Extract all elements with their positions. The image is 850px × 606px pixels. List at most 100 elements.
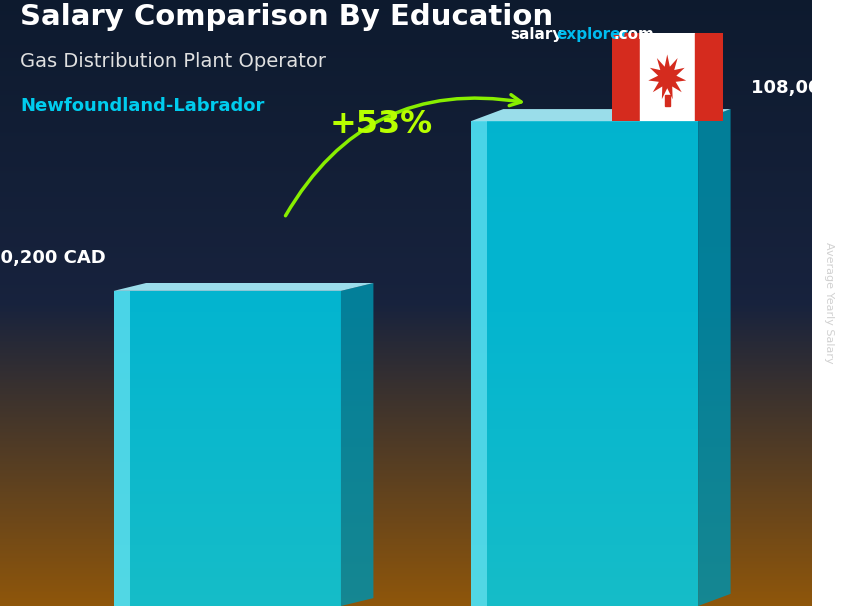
Bar [0,139,812,141]
Bar [0,230,812,232]
Bar [0,291,812,292]
Bar [0,50,812,52]
Bar [0,423,812,424]
Bar [0,383,812,385]
Bar [0,187,812,188]
Bar [0,9,812,11]
Bar [0,214,812,215]
Bar [0,583,812,585]
Bar [0,21,812,22]
Bar [0,418,812,419]
Bar [0,11,812,12]
Bar [0,267,812,268]
Bar [0,71,812,73]
Bar [0,373,812,375]
Bar [0,579,812,581]
Bar [0,594,812,595]
Bar [0,377,812,379]
Bar [0,321,812,322]
Bar [0,480,812,482]
Bar [0,97,812,98]
Bar [0,322,812,324]
Bar [0,420,812,421]
Bar [0,382,812,383]
Bar [0,124,812,126]
Bar [0,303,812,305]
Bar [0,96,812,97]
Bar [0,330,812,332]
Bar [0,64,812,65]
Bar [0,528,812,530]
Bar [0,411,812,412]
Bar [0,445,812,447]
Bar [0,339,812,341]
Bar [0,85,812,87]
Bar [114,291,341,606]
Bar [0,388,812,389]
Bar [0,208,812,209]
Bar [0,262,812,264]
Bar [0,433,812,435]
Bar [0,280,812,282]
Bar [0,215,812,216]
Bar [0,130,812,132]
Bar [0,110,812,112]
Bar [0,218,812,220]
Bar [0,524,812,526]
Text: explorer: explorer [557,27,629,42]
Bar [0,494,812,496]
Bar [0,545,812,547]
Bar [0,498,812,500]
Bar [0,389,812,391]
Bar [0,415,812,417]
Bar [0,490,812,491]
Bar [0,190,812,191]
Bar [0,148,812,150]
Bar [0,236,812,238]
Bar [0,520,812,521]
Bar [612,33,639,121]
Bar [0,220,812,221]
Bar [0,468,812,470]
Bar [0,397,812,399]
Bar [471,121,698,606]
Bar [0,264,812,265]
Text: salary: salary [510,27,563,42]
Bar [0,442,812,444]
Bar [0,581,812,582]
Bar [0,255,812,256]
Bar [0,421,812,423]
Bar [0,316,812,318]
Bar [0,401,812,403]
Bar [0,504,812,506]
Bar [0,62,812,64]
Bar [0,159,812,161]
Bar [0,161,812,162]
Text: Salary Comparison By Education: Salary Comparison By Education [20,3,553,31]
Bar [0,193,812,194]
Bar [0,326,812,327]
Bar [0,597,812,599]
Bar [0,116,812,118]
Bar [0,122,812,124]
Bar [0,553,812,554]
Bar [0,203,812,205]
Bar [0,534,812,536]
Bar [0,199,812,200]
Bar [0,556,812,558]
Bar [0,315,812,316]
Bar [0,312,812,313]
Bar [0,482,812,484]
Bar [0,458,812,459]
Bar [0,89,812,91]
Bar [0,181,812,182]
Bar [0,453,812,454]
Bar [0,538,812,539]
Bar [0,38,812,39]
FancyArrowPatch shape [286,95,521,216]
Bar [0,24,812,25]
Bar [694,33,722,121]
Bar [0,61,812,62]
Bar [0,484,812,485]
Bar [0,229,812,230]
